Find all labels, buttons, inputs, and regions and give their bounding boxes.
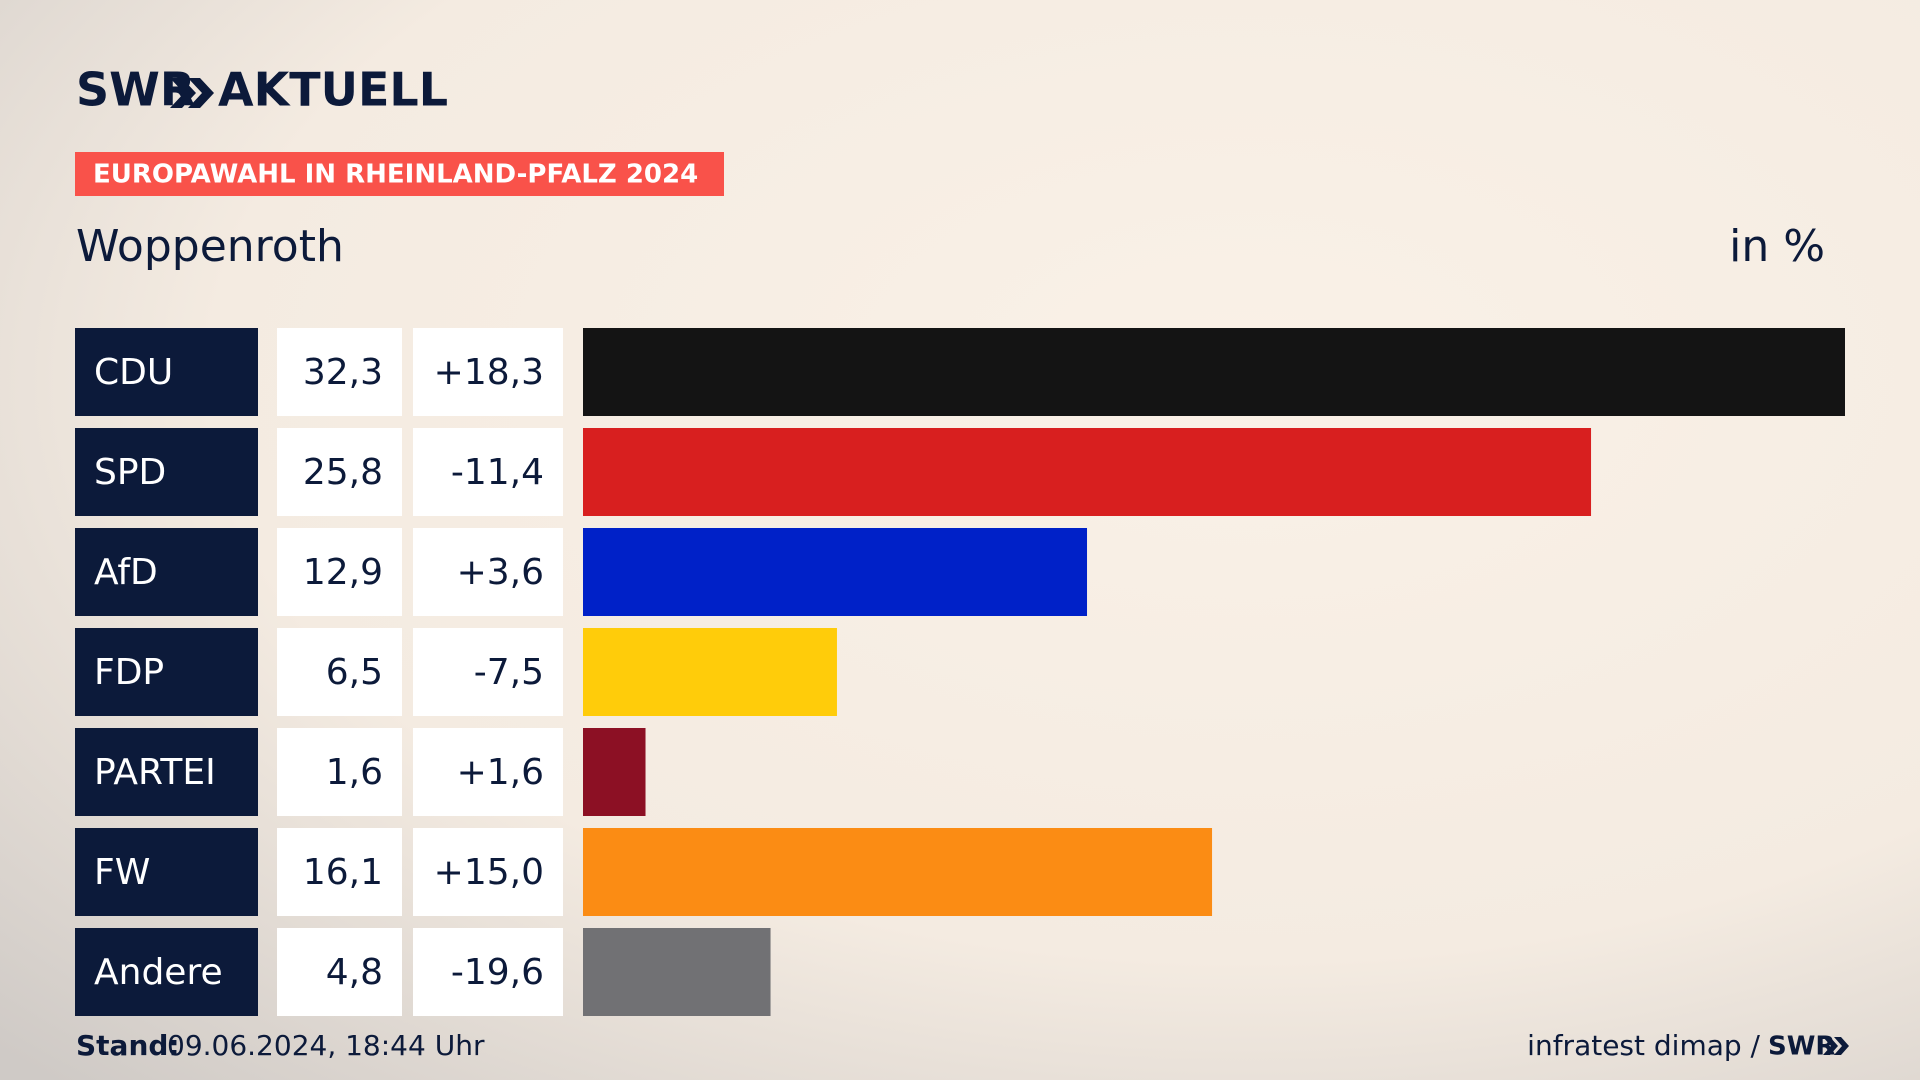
unit-label: in % <box>1729 221 1825 272</box>
party-cell <box>75 728 258 816</box>
source-chevrons <box>1823 1037 1849 1055</box>
value-cell <box>277 328 402 416</box>
party-label: SPD <box>94 452 166 493</box>
value-cell <box>277 828 402 916</box>
value-cell <box>277 928 402 1016</box>
value-label: 16,1 <box>303 852 383 893</box>
bar <box>583 528 1088 616</box>
bar <box>583 928 771 1016</box>
value-label: 12,9 <box>303 552 383 593</box>
bar <box>583 328 1845 416</box>
bar <box>583 728 646 816</box>
source: infratest dimap / <box>1527 1029 1760 1062</box>
value-label: 6,5 <box>326 652 383 693</box>
party-label: FW <box>94 852 150 893</box>
subtitle-band <box>75 152 724 196</box>
subtitle: EUROPAWAHL IN RHEINLAND-PFALZ 2024 <box>93 160 698 190</box>
party-cell <box>75 628 258 716</box>
value-label: 32,3 <box>303 352 383 393</box>
value-cell <box>277 428 402 516</box>
party-cell <box>75 528 258 616</box>
bar <box>583 628 837 716</box>
party-cell <box>75 328 258 416</box>
party-label: FDP <box>94 652 164 693</box>
party-cell <box>75 928 258 1016</box>
party-label: CDU <box>94 352 173 393</box>
change-cell <box>413 728 563 816</box>
party-label: PARTEI <box>94 752 216 793</box>
change-cell <box>413 628 563 716</box>
change-cell <box>413 428 563 516</box>
change-label: +3,6 <box>457 552 544 593</box>
value-label: 25,8 <box>303 452 383 493</box>
bar <box>583 828 1213 916</box>
value-cell <box>277 628 402 716</box>
stand-value: 09.06.2024, 18:44 Uhr <box>167 1029 485 1062</box>
change-label: -19,6 <box>451 952 544 993</box>
party-cell <box>75 428 258 516</box>
brand-chevrons <box>170 78 214 108</box>
change-label: +15,0 <box>434 852 544 893</box>
change-cell <box>413 328 563 416</box>
value-cell <box>277 728 402 816</box>
value-cell <box>277 528 402 616</box>
change-label: -7,5 <box>474 652 544 693</box>
change-cell <box>413 828 563 916</box>
chart-title: Woppenroth <box>76 221 344 272</box>
change-label: +18,3 <box>434 352 544 393</box>
change-label: +1,6 <box>457 752 544 793</box>
value-label: 1,6 <box>326 752 383 793</box>
source-brand: SWR <box>1768 1032 1835 1062</box>
party-label: AfD <box>94 552 158 593</box>
change-label: -11,4 <box>451 452 544 493</box>
bar <box>583 428 1592 516</box>
party-label: Andere <box>94 952 223 993</box>
change-cell <box>413 528 563 616</box>
value-label: 4,8 <box>326 952 383 993</box>
party-cell <box>75 828 258 916</box>
stand-label: Stand: <box>76 1029 180 1062</box>
change-cell <box>413 928 563 1016</box>
brand: SWR <box>76 63 195 117</box>
brand-title: AKTUELL <box>218 63 448 117</box>
